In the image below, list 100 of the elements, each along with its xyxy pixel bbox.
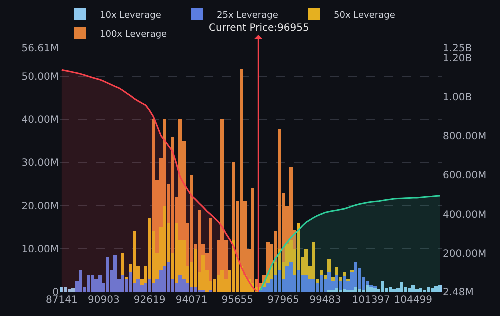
bar	[434, 286, 438, 292]
bar	[408, 288, 412, 292]
y2-tick-label: 1.20B	[443, 53, 472, 64]
bar	[163, 266, 167, 292]
x-tick-label: 92619	[134, 295, 166, 306]
bar	[419, 288, 423, 292]
text: Current Price:96955	[209, 23, 310, 34]
bar	[289, 262, 293, 292]
bar	[415, 289, 419, 292]
bar	[136, 279, 140, 292]
bar	[220, 270, 224, 292]
bar	[266, 283, 270, 292]
bar	[335, 288, 339, 292]
bar	[270, 279, 274, 292]
legend-label: 100x Leverage	[100, 30, 168, 40]
bar	[366, 286, 370, 292]
bar	[148, 279, 152, 292]
bar	[171, 136, 174, 254]
bar	[373, 288, 377, 292]
bar	[182, 279, 186, 292]
bar	[209, 218, 213, 282]
bar	[339, 276, 342, 282]
bar	[178, 120, 182, 240]
bar	[426, 286, 430, 292]
bar	[182, 240, 186, 280]
bar	[266, 242, 270, 275]
bar	[64, 286, 68, 292]
bar	[342, 276, 346, 290]
bar	[202, 255, 205, 290]
bar	[190, 288, 194, 292]
bar	[316, 279, 320, 284]
bar	[358, 289, 362, 292]
legend-label: 50x Leverage	[334, 11, 396, 22]
bar	[86, 274, 90, 292]
bar	[121, 253, 125, 275]
bar	[300, 274, 304, 292]
y2-tick-label: 600.00M	[443, 170, 487, 182]
bar	[335, 276, 339, 289]
x-tick-label: 101397	[352, 295, 390, 306]
bar	[392, 288, 396, 292]
bar	[60, 286, 64, 292]
x-tick-label: 95655	[222, 295, 254, 306]
y-tick-label: 30.00M	[22, 158, 59, 170]
bar	[342, 289, 346, 292]
y2-tick-label: 1.00B	[443, 92, 472, 104]
bar	[354, 288, 358, 292]
bar	[190, 176, 194, 262]
bar	[194, 288, 198, 292]
bar	[232, 240, 236, 292]
bar	[366, 281, 370, 286]
bar	[106, 258, 110, 292]
bar	[320, 274, 324, 292]
y2-tick-label: 400.00M	[443, 210, 487, 221]
y-tick-label: 40.00M	[22, 115, 59, 126]
y2-tick-label: 200.00M	[443, 248, 487, 260]
bar	[98, 274, 102, 292]
x-tick-label: 97965	[268, 295, 300, 306]
bar	[274, 274, 278, 292]
bar	[297, 270, 300, 292]
bar	[160, 270, 163, 292]
x-tick-label: 90903	[88, 295, 120, 306]
y2-tick-label: 1.25B	[443, 44, 472, 54]
y-tick-label: 50.00M	[22, 72, 59, 83]
bar	[430, 288, 434, 292]
y2-tick-label: 2.48M	[443, 288, 474, 298]
bar	[167, 262, 171, 292]
y-tick-label: 20.00M	[22, 201, 59, 212]
bar	[328, 272, 331, 290]
bar	[312, 279, 316, 292]
bar	[328, 260, 331, 273]
bar	[373, 286, 377, 289]
bar	[251, 188, 255, 284]
bar	[370, 288, 374, 292]
bar	[178, 274, 182, 292]
bar	[148, 218, 152, 280]
bar	[350, 270, 354, 273]
bar	[278, 270, 282, 292]
bar	[304, 248, 308, 275]
bar	[72, 288, 76, 292]
x-tick-label: 87141	[46, 295, 78, 306]
x-tick-label: 99483	[310, 295, 342, 306]
bar	[94, 279, 98, 292]
bar	[331, 276, 335, 282]
y-tick-label: 56.61M	[22, 44, 59, 54]
bar	[132, 232, 136, 284]
legend-label: 10x Leverage	[100, 11, 162, 22]
bar	[114, 255, 118, 292]
bar	[128, 272, 132, 292]
legend-label: 25x Leverage	[217, 11, 279, 22]
y2-tick-label: 800.00M	[443, 132, 487, 143]
bar	[381, 281, 384, 292]
bar	[342, 272, 346, 276]
y-tick-label: 10.00M	[22, 244, 59, 256]
bar	[308, 279, 312, 292]
x-tick-label: 94071	[176, 295, 208, 306]
bar	[194, 248, 198, 288]
bar	[213, 279, 216, 292]
bar	[262, 288, 266, 292]
bar	[400, 282, 404, 292]
bar	[438, 285, 442, 292]
